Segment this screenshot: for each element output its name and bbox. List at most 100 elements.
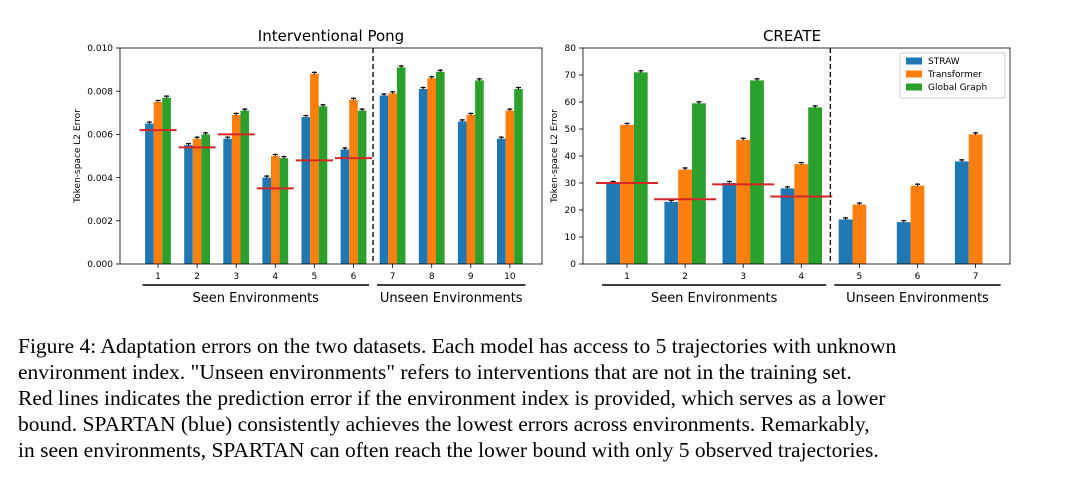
bar-transformer xyxy=(192,138,202,264)
bar-transformer xyxy=(153,102,163,264)
bar-transformer xyxy=(736,139,751,264)
plot-frame xyxy=(582,47,1011,265)
bar-global-graph xyxy=(162,97,171,265)
y-tick-label: 20 xyxy=(565,206,577,216)
y-tick-label: 0.000 xyxy=(87,260,113,270)
bar-transformer xyxy=(505,110,515,264)
bar-straw xyxy=(340,149,350,264)
legend-swatch xyxy=(906,83,922,91)
bar-global-graph xyxy=(240,110,250,264)
y-axis-label: Token-space L2 Error xyxy=(73,109,83,204)
bar-straw xyxy=(497,138,506,264)
bar-straw xyxy=(301,117,311,265)
bar-transformer xyxy=(231,114,241,265)
bar-transformer xyxy=(310,73,319,264)
bar-global-graph xyxy=(633,72,648,264)
bar-global-graph xyxy=(514,89,523,264)
x-tick-label: 5 xyxy=(857,272,863,282)
caption-line: in seen environments, SPARTAN can often … xyxy=(18,438,879,462)
caption-line: Figure 4: Adaptation errors on the two d… xyxy=(18,334,897,358)
x-tick-label: 1 xyxy=(155,272,161,282)
bar-transformer xyxy=(388,93,397,264)
caption-line: environment index. "Unseen environments"… xyxy=(18,360,852,384)
x-tick-label: 6 xyxy=(351,272,357,282)
caption-line: Red lines indicates the prediction error… xyxy=(18,386,886,410)
caption-line: bound. SPARTAN (blue) consistently achie… xyxy=(18,412,870,436)
figure-caption: Figure 4: Adaptation errors on the two d… xyxy=(18,333,1068,463)
group-label: Seen Environments xyxy=(193,291,320,306)
bar-straw xyxy=(379,95,389,265)
bar-transformer xyxy=(427,78,436,265)
x-tick-label: 7 xyxy=(973,272,979,282)
group-label: Seen Environments xyxy=(651,291,778,306)
y-tick-label: 0 xyxy=(570,260,576,270)
x-tick-label: 2 xyxy=(194,272,200,282)
bar-straw xyxy=(418,89,428,264)
x-tick-label: 3 xyxy=(740,272,746,282)
x-tick-label: 10 xyxy=(504,272,516,282)
figure: Interventional Pong Token-space L2 Error 0… xyxy=(73,27,1011,306)
bar-global-graph xyxy=(692,103,706,264)
bar-global-graph xyxy=(396,67,406,264)
bar-straw xyxy=(780,188,795,264)
legend-swatch xyxy=(906,57,922,65)
y-tick-label: 0.008 xyxy=(87,87,113,97)
bar-transformer xyxy=(910,185,925,264)
legend-box xyxy=(899,52,1006,99)
bar-straw xyxy=(954,161,969,264)
x-tick-label: 4 xyxy=(798,272,804,282)
bar-straw xyxy=(457,121,467,264)
bar-transformer xyxy=(678,169,692,264)
y-tick-label: 0.010 xyxy=(87,44,113,54)
legend-label: Transformer xyxy=(927,70,982,80)
x-tick-label: 4 xyxy=(272,272,278,282)
bar-global-graph xyxy=(750,80,764,265)
y-tick-label: 80 xyxy=(565,44,577,54)
bar-global-graph xyxy=(279,158,289,264)
x-tick-label: 3 xyxy=(233,272,239,282)
group-label: Unseen Environments xyxy=(846,291,989,306)
bar-straw xyxy=(896,222,911,264)
bar-straw xyxy=(838,219,853,264)
y-tick-label: 0.006 xyxy=(87,131,113,141)
y-tick-label: 40 xyxy=(565,152,577,162)
bar-straw xyxy=(184,145,193,264)
bar-straw xyxy=(664,201,679,264)
x-tick-label: 6 xyxy=(915,272,921,282)
y-tick-label: 30 xyxy=(565,179,577,189)
x-tick-label: 5 xyxy=(312,272,318,282)
y-axis-label: Token-space L2 Error xyxy=(550,109,560,204)
chart-title: CREATE xyxy=(763,27,821,45)
bar-global-graph xyxy=(318,106,328,264)
bar-transformer xyxy=(852,204,867,264)
chart-interventional-pong: Interventional Pong Token-space L2 Error 0… xyxy=(73,27,543,306)
bar-global-graph xyxy=(357,110,367,264)
bar-straw xyxy=(223,138,232,264)
x-tick-label: 8 xyxy=(429,272,435,282)
bar-transformer xyxy=(271,156,280,264)
bar-global-graph xyxy=(808,107,822,265)
y-tick-label: 60 xyxy=(565,98,577,108)
bar-straw xyxy=(262,177,271,264)
bar-transformer xyxy=(620,124,634,264)
group-label: Unseen Environments xyxy=(380,291,523,306)
x-tick-label: 2 xyxy=(682,272,688,282)
bar-straw xyxy=(606,183,621,264)
bar-global-graph xyxy=(201,134,210,264)
legend: STRAW Transformer Global Graph xyxy=(899,52,1006,99)
y-tick-label: 0.004 xyxy=(87,174,113,184)
plot-frame xyxy=(119,47,543,265)
x-tick-label: 9 xyxy=(468,272,474,282)
legend-swatch xyxy=(906,70,922,78)
y-tick-label: 70 xyxy=(565,71,577,81)
y-tick-label: 50 xyxy=(565,125,577,135)
chart-title: Interventional Pong xyxy=(258,27,404,45)
legend-label: STRAW xyxy=(928,57,960,67)
x-tick-label: 1 xyxy=(624,272,630,282)
bar-transformer xyxy=(466,114,476,265)
chart-create: CREATE Token-space L2 Error 0 10 20 30 40 50 60 7… xyxy=(550,27,1011,306)
x-tick-label: 7 xyxy=(390,272,396,282)
y-tick-label: 10 xyxy=(565,233,577,243)
bar-straw xyxy=(722,183,737,264)
bar-global-graph xyxy=(475,80,484,265)
